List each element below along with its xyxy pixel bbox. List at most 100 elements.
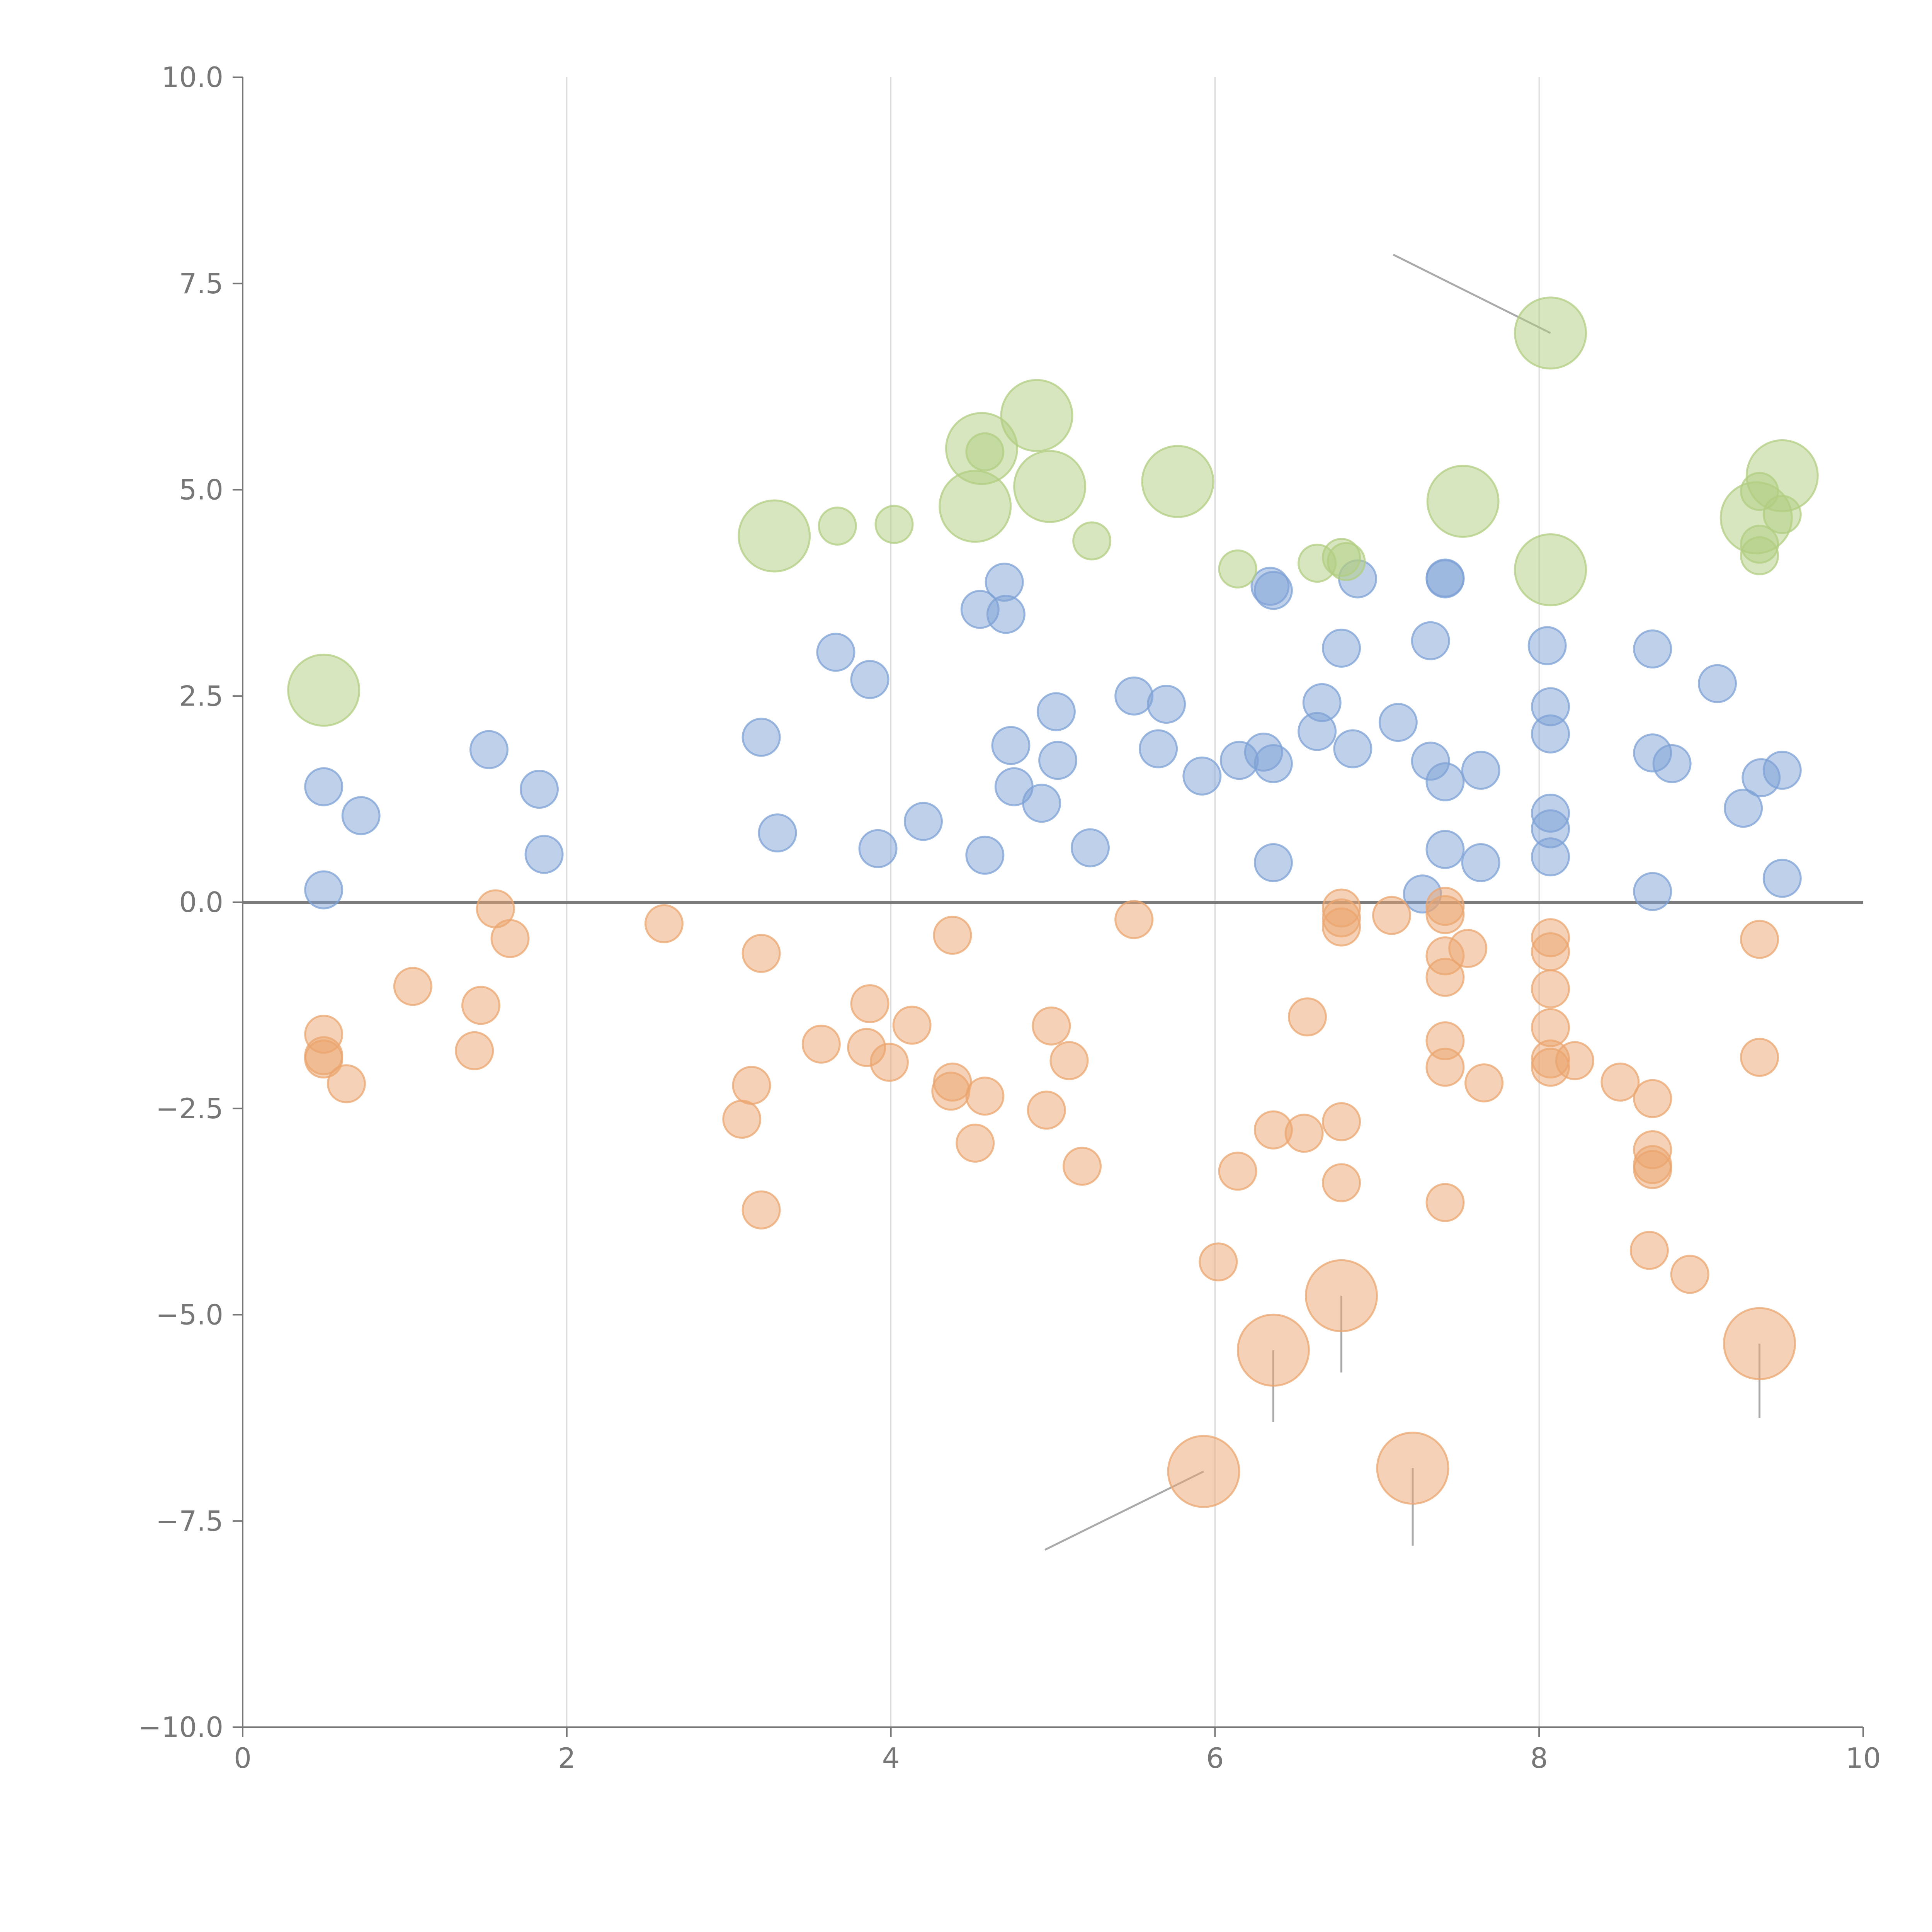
axis-ticks: 0 2 4 6 8 10 10.0 7.5 5.0 2.5 0.0 −2.5 −5.0 −7.5 −10.0 [138, 61, 1881, 1774]
blue-point [1147, 685, 1186, 724]
blue-point [1322, 628, 1361, 668]
orange-point [956, 1123, 995, 1163]
blue-point [1253, 744, 1293, 783]
green-point [1218, 549, 1257, 588]
green-large-point [1745, 439, 1819, 512]
y-tick-label: 5.0 [179, 474, 223, 506]
orange-point [1322, 1163, 1361, 1202]
y-tick-label: 2.5 [179, 680, 223, 712]
blue-point [1114, 676, 1154, 716]
blue-point [469, 730, 509, 769]
blue-point [1378, 703, 1418, 742]
orange-point [965, 1077, 1005, 1116]
orange-point [1322, 907, 1361, 947]
orange-point [1287, 997, 1327, 1037]
orange-large-point [1236, 1313, 1310, 1387]
blue-point [520, 770, 559, 809]
x-tick-label: 8 [1530, 1742, 1548, 1774]
orange-large-point [1723, 1307, 1796, 1380]
orange-point [1425, 957, 1465, 997]
orange-point [304, 1039, 344, 1079]
green-large-point [738, 499, 811, 573]
blue-point [1411, 621, 1450, 660]
orange-point [1531, 969, 1570, 1009]
green-large-point [1426, 464, 1500, 538]
orange-point [1448, 929, 1488, 968]
orange-point [644, 904, 684, 944]
green-large-point [1000, 379, 1073, 452]
orange-large-point [1305, 1259, 1378, 1332]
orange-point [742, 1190, 781, 1230]
orange-point [1425, 895, 1465, 934]
x-tick-label: 4 [882, 1742, 900, 1774]
blue-point [1022, 784, 1061, 823]
y-tick-label: −7.5 [156, 1505, 223, 1537]
blue-point [1633, 872, 1672, 911]
blue-point [1425, 830, 1465, 869]
orange-point [1284, 1114, 1324, 1153]
green-large-point [1141, 445, 1214, 518]
orange-point [892, 1005, 932, 1045]
blue-point [858, 829, 898, 868]
blue-point [1425, 762, 1465, 801]
blue-point [991, 726, 1031, 765]
orange-point [1555, 1041, 1594, 1080]
blue-point [1302, 683, 1342, 722]
blue-point [1531, 714, 1570, 753]
orange-point [461, 986, 501, 1025]
orange-point [1114, 900, 1154, 939]
blue-point [742, 718, 781, 757]
x-tick-label: 0 [234, 1742, 252, 1774]
orange-point [455, 1031, 494, 1070]
orange-point [1425, 1183, 1465, 1222]
orange-point [1629, 1231, 1669, 1270]
green-large-point [1013, 450, 1087, 523]
blue-point [1762, 750, 1802, 790]
orange-point [1032, 1006, 1071, 1046]
blue-point [1633, 629, 1672, 669]
data-points [287, 296, 1819, 1508]
blue-point [1461, 843, 1500, 883]
blue-point [1253, 571, 1293, 610]
blue-point [850, 660, 889, 699]
orange-point [1633, 1079, 1672, 1118]
orange-point [732, 1066, 771, 1105]
green-large-point [945, 412, 1018, 485]
blue-point [758, 813, 797, 853]
blue-point [816, 633, 855, 672]
orange-point [490, 919, 530, 958]
green-point [818, 506, 857, 546]
blue-point [1425, 559, 1465, 599]
blue-point [1070, 828, 1110, 867]
green-large-point [1514, 533, 1587, 607]
blue-point [1762, 859, 1802, 898]
orange-point [850, 984, 889, 1024]
blue-point [1253, 843, 1293, 883]
orange-point [1372, 896, 1412, 935]
x-tick-label: 2 [558, 1742, 576, 1774]
blue-point [1724, 789, 1763, 828]
x-tick-label: 6 [1206, 1742, 1224, 1774]
y-tick-label: −10.0 [138, 1711, 223, 1743]
green-point [1327, 542, 1366, 581]
orange-point [933, 1062, 972, 1102]
blue-point [965, 835, 1005, 875]
blue-point [1333, 729, 1372, 769]
blue-point [1036, 692, 1076, 731]
orange-point [869, 1043, 909, 1082]
blue-point [1461, 750, 1500, 790]
orange-point [393, 967, 432, 1006]
orange-point [1425, 1048, 1465, 1087]
orange-large-point [1167, 1435, 1240, 1508]
orange-large-point [1376, 1432, 1449, 1505]
x-tick-label: 10 [1845, 1742, 1881, 1774]
blue-point [1652, 744, 1692, 783]
orange-point [1218, 1151, 1257, 1191]
blue-point [1038, 741, 1078, 780]
blue-point [903, 802, 943, 841]
orange-point [1322, 1102, 1361, 1141]
orange-point [801, 1024, 841, 1064]
orange-point [742, 934, 781, 973]
green-point [1072, 521, 1112, 561]
